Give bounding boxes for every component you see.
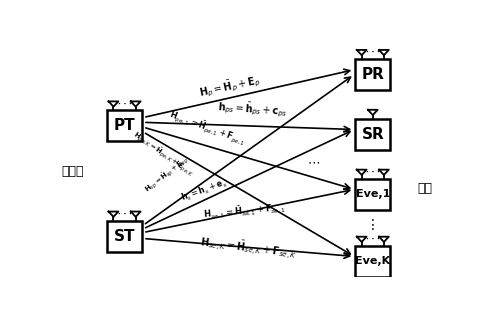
Text: ST: ST	[114, 229, 135, 244]
Text: · · ·: · · ·	[366, 235, 380, 244]
Text: $\mathbf{H}_{sp}=\bar{\mathbf{H}}_{sp}+\mathbf{E}_{sp}$: $\mathbf{H}_{sp}=\bar{\mathbf{H}}_{sp}+\…	[142, 154, 192, 197]
Text: · · ·: · · ·	[118, 210, 131, 219]
Text: ⋯: ⋯	[307, 156, 320, 169]
Text: $\mathbf{H}_{se,1}=\bar{\mathbf{H}}_{se,1}+\mathbf{F}_{se,1}$: $\mathbf{H}_{se,1}=\bar{\mathbf{H}}_{se,…	[203, 200, 287, 221]
Text: · · ·: · · ·	[118, 100, 131, 109]
Text: $\mathbf{h}_{ps}=\bar{\mathbf{h}}_{ps}+\mathbf{c}_{ps}$: $\mathbf{h}_{ps}=\bar{\mathbf{h}}_{ps}+\…	[217, 99, 288, 120]
Text: 终端: 终端	[417, 182, 432, 195]
Text: PT: PT	[114, 118, 135, 133]
Text: 边缘侧: 边缘侧	[62, 165, 84, 178]
Text: SR: SR	[361, 127, 384, 142]
FancyBboxPatch shape	[107, 110, 142, 142]
FancyBboxPatch shape	[355, 59, 391, 90]
Text: $\mathbf{h}_s=\bar{\mathbf{h}}_s+\mathbf{e}_s$: $\mathbf{h}_s=\bar{\mathbf{h}}_s+\mathbf…	[179, 176, 229, 206]
Text: Eve,1: Eve,1	[356, 189, 390, 199]
Text: Eve,K: Eve,K	[355, 256, 391, 266]
FancyBboxPatch shape	[355, 179, 391, 210]
Text: $\mathbf{H}_p=\bar{\mathbf{H}}_p+\mathbf{E}_p$: $\mathbf{H}_p=\bar{\mathbf{H}}_p+\mathbf…	[198, 72, 262, 101]
Text: $\mathbf{H}_{pe,K}=\bar{\mathbf{H}}_{pe,K}+\mathbf{E}_{pe,K}$: $\mathbf{H}_{pe,K}=\bar{\mathbf{H}}_{pe,…	[130, 129, 197, 181]
Text: · · ·: · · ·	[366, 168, 380, 177]
Text: ⋮: ⋮	[366, 218, 380, 232]
FancyBboxPatch shape	[107, 220, 142, 252]
FancyBboxPatch shape	[355, 246, 391, 277]
Text: PR: PR	[361, 67, 384, 82]
Text: $\mathbf{H}_{pe,1}=\bar{\mathbf{H}}_{pe,1}+\mathbf{F}_{pe,1}$: $\mathbf{H}_{pe,1}=\bar{\mathbf{H}}_{pe,…	[167, 108, 249, 149]
FancyBboxPatch shape	[355, 119, 391, 150]
Text: $\mathbf{H}_{se,K}=\bar{\mathbf{H}}_{se,K}+\mathbf{F}_{se,K}$: $\mathbf{H}_{se,K}=\bar{\mathbf{H}}_{se,…	[199, 234, 298, 262]
Text: · · ·: · · ·	[366, 48, 380, 57]
